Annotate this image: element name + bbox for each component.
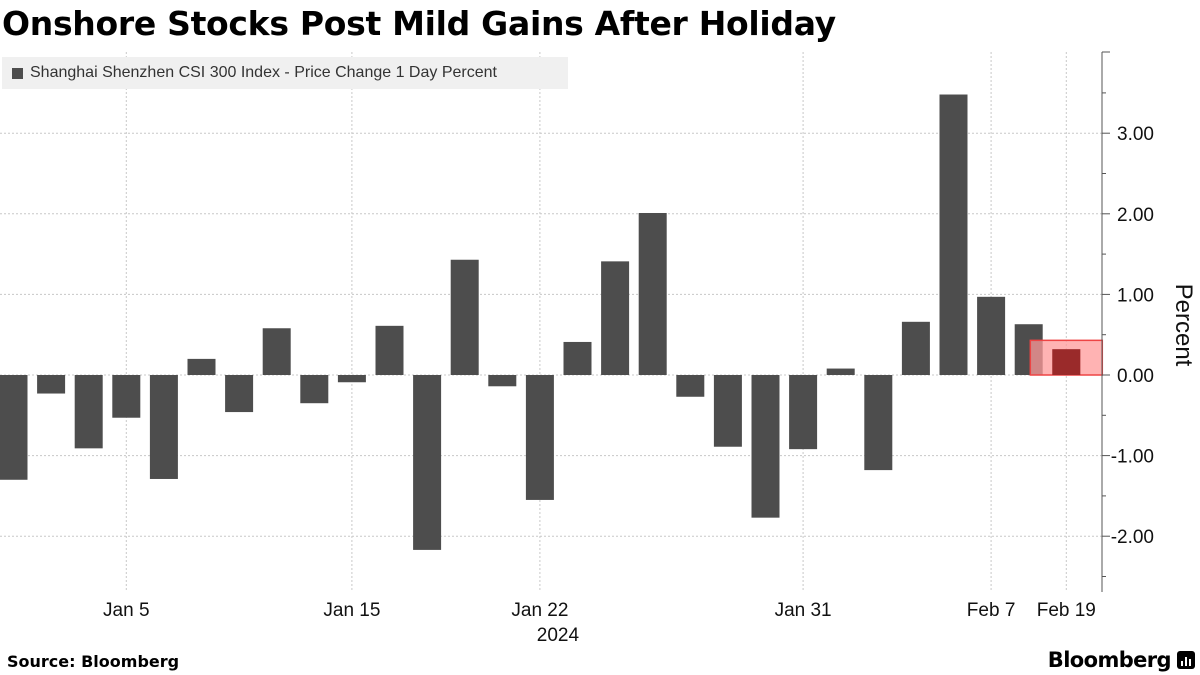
- y-axis-label: Percent: [1170, 284, 1197, 367]
- x-tick-label: Jan 5: [103, 600, 149, 621]
- bar: [74, 375, 103, 449]
- bar: [488, 375, 517, 387]
- bar: [450, 259, 479, 375]
- x-tick-label: Jan 22: [511, 600, 568, 621]
- legend-label: Shanghai Shenzhen CSI 300 Index - Price …: [30, 64, 497, 81]
- y-tick-label: 0.00: [1117, 366, 1154, 387]
- bars: [0, 94, 1081, 550]
- bar: [525, 375, 554, 500]
- bar: [826, 368, 855, 375]
- y-tick-label: 1.00: [1117, 285, 1154, 306]
- bar: [901, 321, 930, 375]
- brand-name: Bloomberg: [1047, 648, 1172, 672]
- bar: [149, 375, 178, 479]
- bar: [789, 375, 818, 450]
- y-tick-label: -2.00: [1111, 527, 1154, 548]
- x-tick-label: Feb 19: [1037, 600, 1096, 621]
- bar: [112, 375, 141, 418]
- bar: [37, 375, 66, 394]
- highlight: [1029, 339, 1104, 376]
- bar: [638, 212, 667, 375]
- y-tick-label: 2.00: [1117, 205, 1154, 226]
- bar: [864, 375, 893, 471]
- bar: [977, 296, 1006, 375]
- bar: [337, 375, 366, 383]
- gridlines: [0, 52, 1102, 592]
- source-note: Source: Bloomberg: [7, 652, 180, 671]
- legend: Shanghai Shenzhen CSI 300 Index - Price …: [2, 57, 568, 89]
- bar: [0, 375, 28, 480]
- x-tick-label: Jan 15: [323, 600, 380, 621]
- bar: [413, 375, 442, 550]
- x-tick-label: Feb 7: [967, 600, 1016, 621]
- bar: [262, 328, 291, 375]
- year-label: 2024: [537, 625, 580, 646]
- bloomberg-logo: Bloomberg: [1048, 648, 1195, 672]
- y-tick-label: -1.00: [1111, 447, 1154, 468]
- x-tick-label: Jan 31: [775, 600, 832, 621]
- chart-title: Onshore Stocks Post Mild Gains After Hol…: [2, 4, 836, 43]
- bar: [676, 375, 705, 397]
- axes: [1101, 51, 1110, 592]
- bar: [751, 375, 780, 518]
- tick-labels: 3.00 2.00 1.00 0.00 -1.00 -2.00 Percent Jan 5 Ja…: [103, 124, 1197, 646]
- bloomberg-terminal-icon: [1177, 651, 1195, 669]
- bar: [300, 375, 329, 404]
- bar: [375, 325, 404, 375]
- bar: [601, 261, 630, 375]
- legend-swatch: [12, 67, 23, 79]
- y-tick-label: 3.00: [1117, 124, 1154, 145]
- bar: [187, 358, 216, 375]
- bar: [939, 94, 968, 376]
- bar: [225, 375, 254, 413]
- highlight-bar: [1052, 349, 1081, 375]
- bar: [563, 341, 592, 375]
- bar: [713, 375, 742, 447]
